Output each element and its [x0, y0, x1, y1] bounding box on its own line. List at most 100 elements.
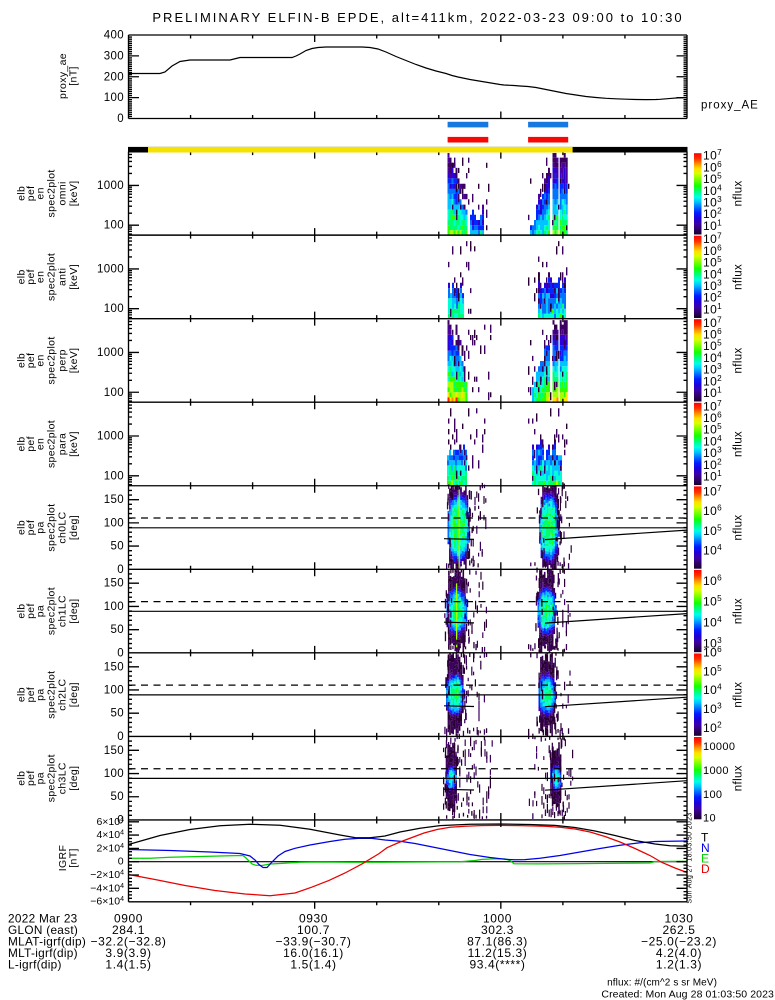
- svg-text:[deg]: [deg]: [68, 515, 80, 540]
- svg-text:0: 0: [117, 814, 124, 826]
- svg-text:−32.2(−32.8): −32.2(−32.8): [91, 935, 167, 949]
- svg-text:400: 400: [104, 30, 124, 42]
- svg-text:nflux: nflux: [733, 598, 745, 624]
- svg-text:en: en: [35, 271, 47, 283]
- svg-text:anti: anti: [57, 268, 69, 286]
- svg-text:2×104: 2×104: [96, 842, 124, 854]
- svg-text:104: 104: [703, 615, 722, 630]
- svg-text:1000: 1000: [97, 263, 124, 275]
- svg-text:spec2plot: spec2plot: [46, 420, 58, 468]
- svg-text:0930: 0930: [299, 912, 328, 926]
- svg-text:150: 150: [104, 745, 124, 757]
- svg-text:pa: pa: [35, 772, 47, 784]
- svg-text:1030: 1030: [664, 912, 693, 926]
- svg-text:106: 106: [703, 573, 722, 588]
- svg-text:102: 102: [703, 290, 722, 305]
- svg-text:101: 101: [703, 385, 722, 400]
- svg-text:en: en: [35, 187, 47, 199]
- svg-text:106: 106: [703, 504, 722, 519]
- svg-text:105: 105: [703, 339, 722, 354]
- svg-text:104: 104: [703, 543, 722, 558]
- svg-text:spec2plot: spec2plot: [46, 253, 58, 301]
- svg-text:101: 101: [703, 302, 722, 317]
- svg-text:pa: pa: [35, 605, 47, 617]
- svg-text:1000: 1000: [97, 180, 124, 192]
- svg-text:para: para: [57, 433, 69, 455]
- svg-text:ch2LC: ch2LC: [57, 679, 69, 711]
- svg-text:103: 103: [703, 195, 722, 210]
- svg-text:[nT]: [nT]: [68, 848, 80, 868]
- svg-text:elb: elb: [16, 520, 28, 535]
- svg-text:100: 100: [104, 684, 124, 696]
- svg-text:pef: pef: [25, 687, 37, 703]
- svg-text:106: 106: [703, 160, 722, 175]
- svg-text:elb: elb: [16, 771, 28, 786]
- svg-text:nflux: nflux: [733, 264, 745, 290]
- svg-text:1.4(1.5): 1.4(1.5): [105, 958, 151, 972]
- svg-text:100: 100: [104, 517, 124, 529]
- svg-text:50: 50: [111, 791, 125, 803]
- svg-text:nflux: nflux: [733, 180, 745, 206]
- svg-text:103: 103: [703, 636, 722, 651]
- svg-text:104: 104: [703, 183, 722, 198]
- svg-text:en: en: [35, 438, 47, 450]
- svg-text:[keV]: [keV]: [68, 181, 80, 207]
- svg-text:0900: 0900: [114, 912, 143, 926]
- svg-text:ch1LC: ch1LC: [57, 595, 69, 627]
- svg-text:Created: Mon Aug 28 01:03:50 2: Created: Mon Aug 28 01:03:50 2023: [601, 989, 774, 1000]
- svg-text:−2×104: −2×104: [90, 869, 124, 881]
- svg-text:elb: elb: [16, 186, 28, 201]
- svg-text:2022 Mar 23: 2022 Mar 23: [8, 912, 78, 926]
- svg-text:103: 103: [703, 446, 722, 461]
- svg-text:perp: perp: [57, 349, 69, 371]
- svg-text:proxy_AE: proxy_AE: [701, 100, 759, 112]
- svg-text:spec2plot: spec2plot: [46, 587, 58, 635]
- svg-text:50: 50: [111, 708, 125, 720]
- svg-text:10000: 10000: [703, 741, 735, 753]
- svg-text:nflux: nflux: [733, 431, 745, 457]
- svg-text:103: 103: [703, 362, 722, 377]
- svg-text:100: 100: [104, 92, 124, 104]
- svg-text:101: 101: [703, 469, 722, 484]
- svg-text:GLON (east): GLON (east): [8, 923, 78, 937]
- svg-text:10: 10: [703, 813, 716, 825]
- svg-text:proxy_ae: proxy_ae: [57, 53, 69, 99]
- svg-text:spec2plot: spec2plot: [46, 169, 58, 217]
- svg-text:100.7: 100.7: [297, 923, 330, 937]
- svg-text:pef: pef: [25, 770, 37, 786]
- svg-text:104: 104: [703, 350, 722, 365]
- svg-text:nflux: nflux: [733, 682, 745, 708]
- svg-text:elb: elb: [16, 687, 28, 702]
- svg-text:100: 100: [104, 303, 124, 315]
- svg-text:nflux: #/(cm^2 s sr MeV): nflux: #/(cm^2 s sr MeV): [607, 978, 717, 989]
- svg-text:0: 0: [117, 113, 124, 125]
- svg-text:1000: 1000: [703, 765, 729, 777]
- svg-text:100: 100: [104, 601, 124, 613]
- svg-text:100: 100: [104, 768, 124, 780]
- svg-text:103: 103: [703, 701, 722, 716]
- svg-text:pef: pef: [25, 269, 37, 285]
- svg-text:0: 0: [117, 647, 124, 659]
- svg-text:elb: elb: [16, 604, 28, 619]
- svg-text:100: 100: [104, 470, 124, 482]
- svg-text:102: 102: [703, 457, 722, 472]
- svg-text:100: 100: [104, 387, 124, 399]
- svg-text:nflux: nflux: [733, 515, 745, 541]
- svg-text:−4×104: −4×104: [90, 882, 124, 894]
- svg-text:−25.0(−23.2): −25.0(−23.2): [641, 935, 717, 949]
- svg-text:IGRF: IGRF: [57, 845, 69, 871]
- svg-text:L-igrf(dip): L-igrf(dip): [8, 958, 62, 972]
- svg-text:pef: pef: [25, 353, 37, 369]
- svg-text:262.5: 262.5: [662, 923, 695, 937]
- svg-text:[deg]: [deg]: [68, 599, 80, 624]
- svg-text:en: en: [35, 354, 47, 366]
- svg-text:105: 105: [703, 664, 722, 679]
- svg-text:102: 102: [703, 720, 722, 735]
- svg-text:87.1(86.3): 87.1(86.3): [467, 935, 528, 949]
- svg-text:[keV]: [keV]: [68, 431, 80, 457]
- svg-text:104: 104: [703, 683, 722, 698]
- svg-text:E: E: [701, 852, 709, 866]
- svg-text:−6×104: −6×104: [90, 896, 124, 908]
- svg-text:pef: pef: [25, 520, 37, 536]
- svg-text:284.1: 284.1: [112, 923, 145, 937]
